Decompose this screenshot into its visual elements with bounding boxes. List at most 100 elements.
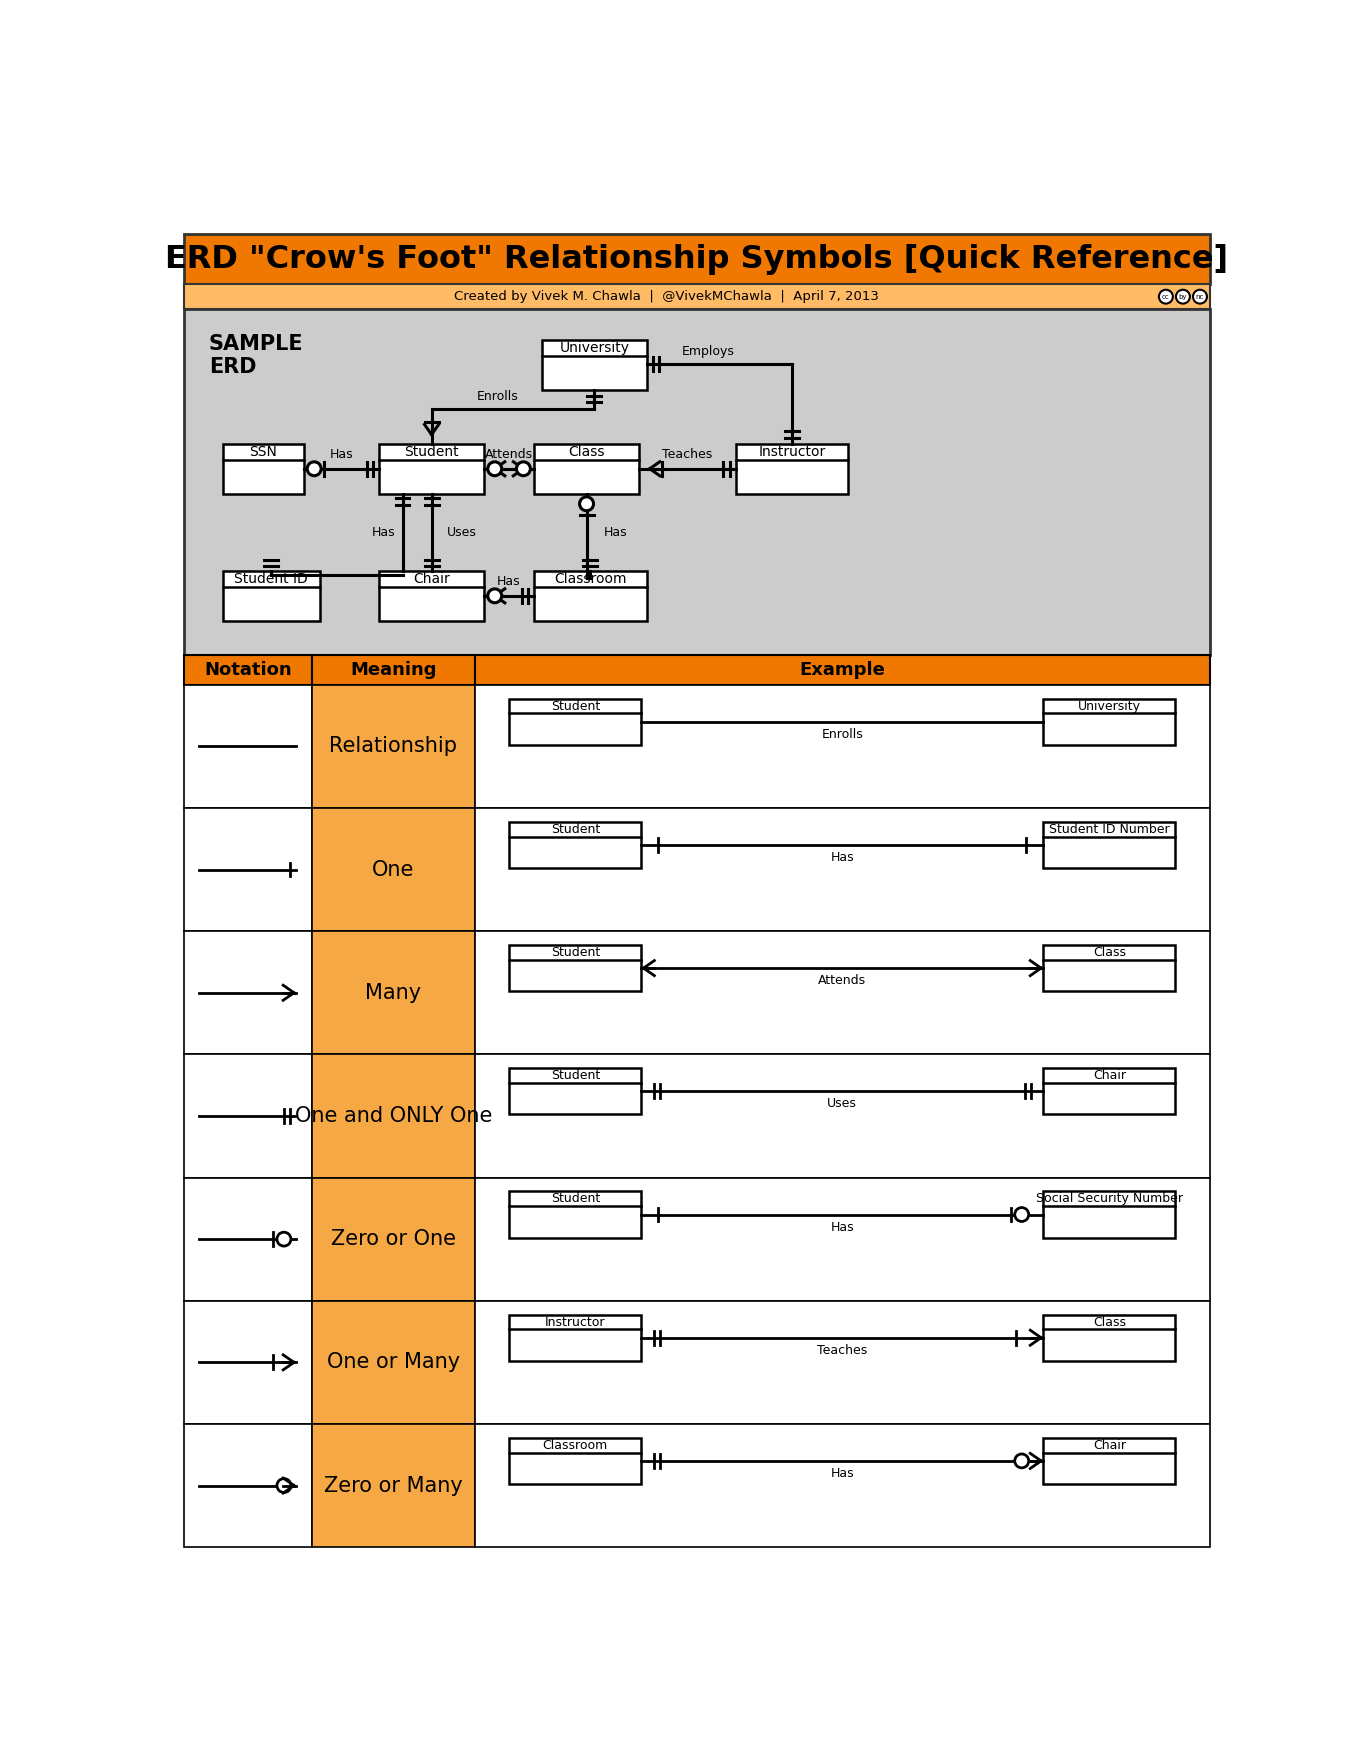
Text: Employs: Employs	[683, 345, 734, 359]
Circle shape	[1015, 1207, 1028, 1221]
Bar	[510, 1192, 641, 1237]
Text: Student: Student	[551, 945, 600, 959]
Text: One: One	[373, 859, 415, 880]
Bar	[1043, 822, 1175, 868]
Circle shape	[488, 461, 502, 475]
Bar	[736, 444, 849, 495]
Bar	[543, 340, 646, 391]
Bar	[534, 444, 639, 495]
Circle shape	[277, 1232, 291, 1246]
Text: Example: Example	[800, 662, 885, 679]
Bar	[184, 1054, 311, 1177]
Text: Instructor: Instructor	[759, 445, 826, 459]
Text: Has: Has	[831, 852, 854, 864]
Circle shape	[517, 461, 530, 475]
Text: Social Security Number: Social Security Number	[1036, 1192, 1183, 1206]
Text: Student: Student	[404, 445, 458, 459]
Circle shape	[1015, 1454, 1028, 1468]
Circle shape	[277, 1478, 291, 1492]
Text: Instructor: Instructor	[545, 1315, 605, 1329]
Bar	[1043, 699, 1175, 744]
Bar	[311, 1301, 475, 1424]
Bar	[534, 570, 646, 621]
Bar	[510, 945, 641, 991]
Bar	[311, 808, 475, 931]
Text: ERD "Crow's Foot" Relationship Symbols [Quick Reference]: ERD "Crow's Foot" Relationship Symbols […	[166, 245, 1228, 275]
Text: Enrolls: Enrolls	[476, 391, 518, 403]
Text: Zero or One: Zero or One	[330, 1228, 456, 1250]
Circle shape	[1159, 290, 1172, 303]
Text: Class: Class	[568, 445, 605, 459]
Text: Enrolls: Enrolls	[821, 729, 864, 741]
Bar	[1043, 1315, 1175, 1360]
Text: Chair: Chair	[413, 572, 450, 586]
Bar	[510, 1315, 641, 1360]
Bar	[1043, 1068, 1175, 1114]
Text: Chair: Chair	[1093, 1068, 1126, 1082]
Bar	[379, 444, 484, 495]
Text: Relationship: Relationship	[329, 736, 457, 757]
Text: Student: Student	[551, 1068, 600, 1082]
Text: Attends: Attends	[486, 449, 533, 461]
Bar	[510, 822, 641, 868]
Text: Uses: Uses	[827, 1098, 857, 1111]
Bar	[311, 685, 475, 808]
Text: SAMPLE: SAMPLE	[208, 334, 303, 354]
Text: Has: Has	[498, 576, 521, 588]
Text: nc: nc	[1195, 294, 1204, 299]
Text: Has: Has	[371, 526, 394, 539]
Text: Attends: Attends	[819, 975, 866, 987]
Text: University: University	[559, 341, 630, 356]
Bar	[223, 570, 320, 621]
Text: Classroom: Classroom	[554, 572, 627, 586]
Text: University: University	[1078, 699, 1141, 713]
Text: Created by Vivek M. Chawla  |  @VivekMChawla  |  April 7, 2013: Created by Vivek M. Chawla | @VivekMChaw…	[454, 290, 879, 303]
Text: ERD: ERD	[208, 357, 256, 377]
Bar	[475, 1177, 1210, 1301]
Bar	[475, 685, 1210, 808]
Bar	[1043, 1192, 1175, 1237]
Bar	[475, 1301, 1210, 1424]
Text: Chair: Chair	[1093, 1438, 1126, 1452]
Bar	[311, 1054, 475, 1177]
Bar	[184, 808, 311, 931]
Bar	[510, 699, 641, 744]
Text: One and ONLY One: One and ONLY One	[295, 1105, 492, 1126]
Text: by: by	[1179, 294, 1187, 299]
Bar	[475, 1054, 1210, 1177]
Bar	[184, 655, 311, 685]
Bar	[510, 1068, 641, 1114]
Circle shape	[579, 496, 593, 510]
Text: Many: Many	[364, 982, 422, 1003]
Bar	[311, 1177, 475, 1301]
Text: One or Many: One or Many	[326, 1352, 460, 1373]
Bar	[184, 234, 1210, 285]
Text: Has: Has	[831, 1221, 854, 1234]
Text: Class: Class	[1093, 1315, 1126, 1329]
Bar	[311, 655, 475, 685]
Text: Student: Student	[551, 1192, 600, 1206]
Text: Has: Has	[831, 1468, 854, 1480]
Text: Meaning: Meaning	[350, 662, 437, 679]
Bar	[184, 931, 311, 1054]
Bar	[475, 931, 1210, 1054]
Bar	[184, 1177, 311, 1301]
Bar	[184, 285, 1210, 310]
Circle shape	[307, 461, 321, 475]
Bar	[1043, 1438, 1175, 1484]
Circle shape	[1193, 290, 1206, 303]
Text: Zero or Many: Zero or Many	[324, 1475, 462, 1496]
Text: Class: Class	[1093, 945, 1126, 959]
Bar	[1043, 945, 1175, 991]
Bar	[184, 685, 311, 808]
Text: cc: cc	[1161, 294, 1170, 299]
Text: Teaches: Teaches	[817, 1345, 868, 1357]
Text: Classroom: Classroom	[543, 1438, 608, 1452]
Text: Notation: Notation	[204, 662, 291, 679]
Bar	[311, 931, 475, 1054]
Text: Has: Has	[604, 526, 627, 539]
Circle shape	[1176, 290, 1190, 303]
Bar	[184, 310, 1210, 655]
Bar	[475, 808, 1210, 931]
Bar	[184, 1301, 311, 1424]
